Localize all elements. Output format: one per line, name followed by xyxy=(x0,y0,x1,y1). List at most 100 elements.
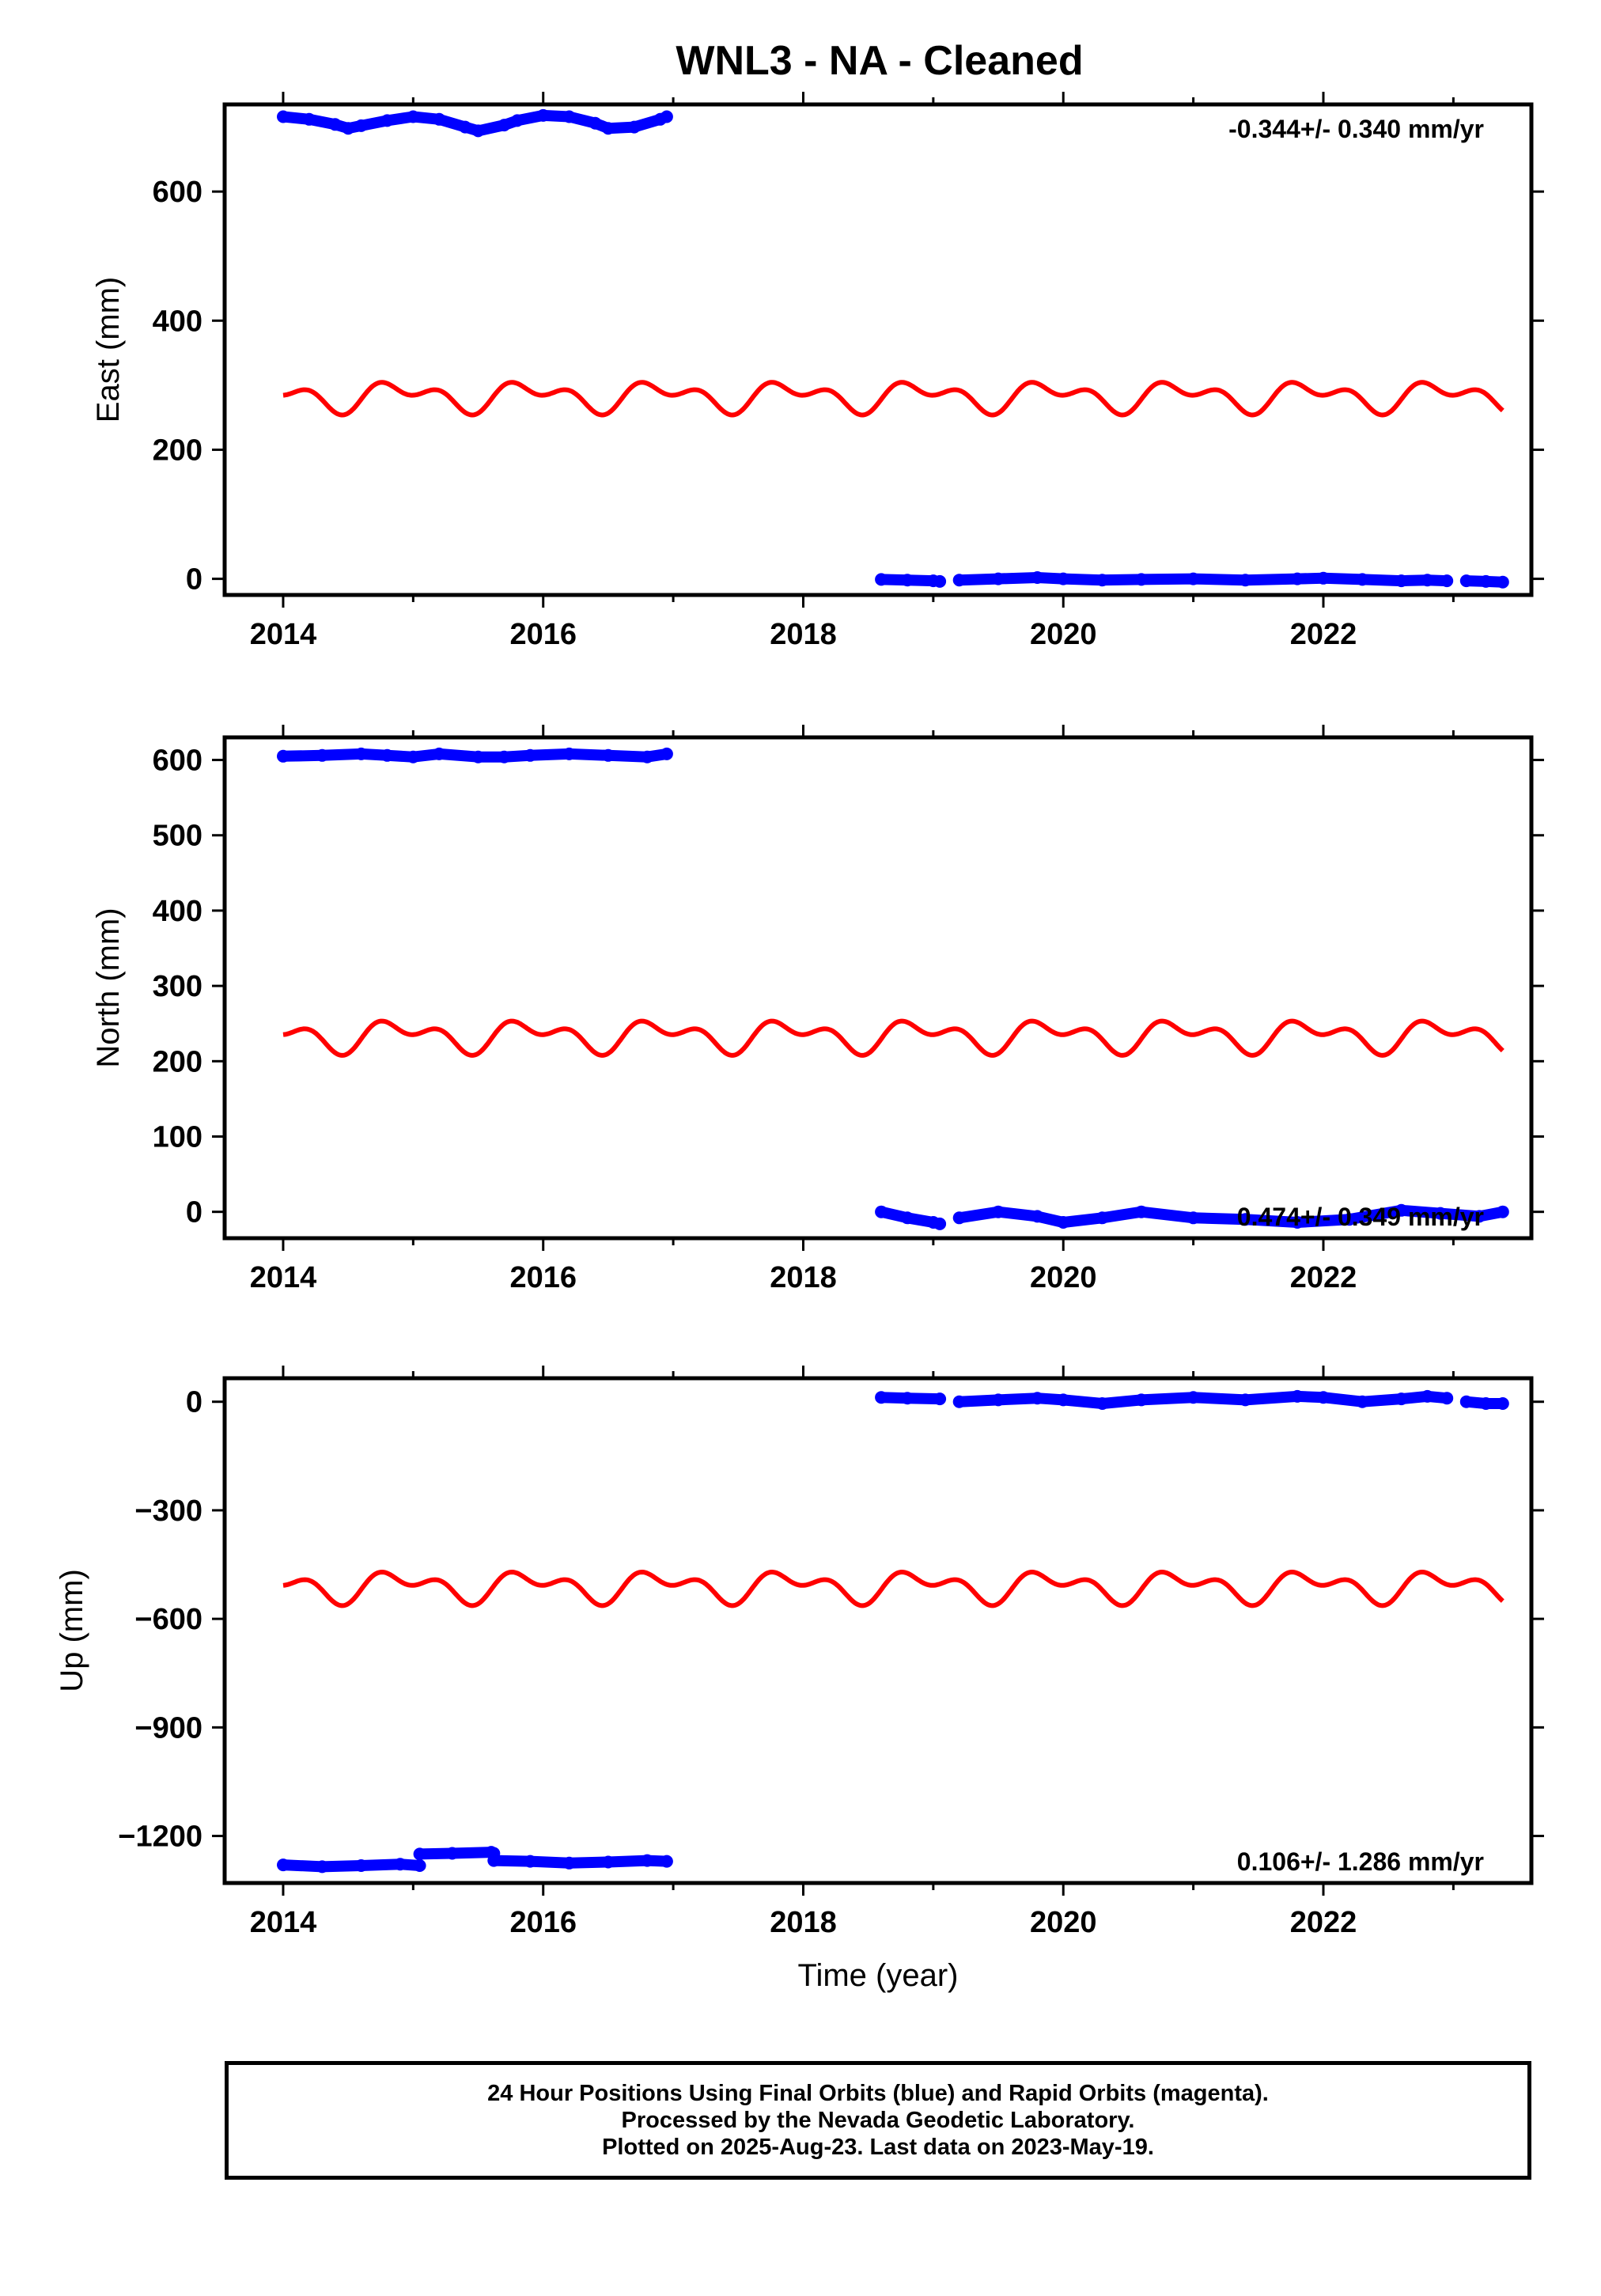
data-point xyxy=(1421,574,1434,587)
plot-area xyxy=(277,108,1509,589)
x-tick-label: 2014 xyxy=(250,1261,317,1294)
y-tick-label: 600 xyxy=(153,176,202,209)
data-point xyxy=(413,1847,426,1861)
data-point xyxy=(487,1854,501,1867)
y-tick-label: 100 xyxy=(153,1120,202,1154)
data-point xyxy=(627,120,641,134)
data-point xyxy=(1096,1397,1109,1410)
data-point xyxy=(1356,1395,1369,1408)
data-point xyxy=(316,1860,329,1874)
data-point xyxy=(562,110,576,123)
footer-box: 24 Hour Positions Using Final Orbits (bl… xyxy=(225,2061,1531,2180)
y-axis-label: North (mm) xyxy=(91,907,126,1067)
data-point xyxy=(1134,573,1148,586)
data-point xyxy=(471,124,485,138)
panel-up: 2014 2016 2018 2020 2022 0 −300 −600 −900 −1200 Up… xyxy=(55,1366,1544,1993)
data-point xyxy=(1459,574,1473,588)
data-point xyxy=(1317,1391,1330,1404)
y-axis-label: East (mm) xyxy=(91,277,126,422)
data-point xyxy=(1395,1392,1408,1406)
data-point xyxy=(992,1205,1005,1218)
y-tick-label: 0 xyxy=(186,1386,202,1419)
data-point xyxy=(1096,1211,1109,1225)
data-point xyxy=(992,572,1005,585)
data-point xyxy=(1031,1210,1044,1223)
data-point xyxy=(1134,1393,1148,1407)
data-point xyxy=(901,574,914,587)
rate-annotation: 0.106+/- 1.286 mm/yr xyxy=(1237,1847,1484,1876)
x-tick-label: 2016 xyxy=(509,1906,577,1939)
data-point xyxy=(1031,1392,1044,1405)
data-point xyxy=(1317,571,1330,585)
footer-line-2: Processed by the Nevada Geodetic Laborat… xyxy=(621,2108,1135,2133)
data-point xyxy=(1440,574,1454,588)
data-point xyxy=(354,747,368,760)
data-point xyxy=(562,747,576,760)
data-point xyxy=(510,114,524,127)
data-point xyxy=(1134,1205,1148,1218)
data-point xyxy=(1291,572,1304,585)
data-point xyxy=(328,118,342,131)
data-point xyxy=(1291,1216,1304,1229)
axes-frame xyxy=(222,102,1534,597)
x-tick-label: 2014 xyxy=(250,618,317,651)
data-point xyxy=(413,1859,426,1872)
data-point xyxy=(992,1393,1005,1407)
data-point xyxy=(562,1856,576,1870)
data-point xyxy=(459,120,472,134)
data-point xyxy=(1057,572,1070,585)
data-point xyxy=(380,748,394,762)
rate-annotation: 0.474+/- 0.349 mm/yr xyxy=(1237,1203,1484,1231)
data-point xyxy=(302,112,316,126)
data-point xyxy=(1440,1392,1454,1405)
data-point xyxy=(1096,574,1109,587)
data-point xyxy=(1187,1391,1200,1404)
data-point xyxy=(393,1858,407,1871)
data-point xyxy=(1459,1395,1473,1408)
data-point xyxy=(1239,1393,1252,1407)
data-point xyxy=(660,1855,673,1868)
axes-frame xyxy=(222,735,1534,1241)
data-point xyxy=(1421,1389,1434,1403)
y-tick-label: 0 xyxy=(186,1196,202,1229)
data-point xyxy=(536,108,550,122)
data-point xyxy=(601,1855,615,1869)
data-point xyxy=(901,1211,914,1225)
data-point xyxy=(1496,575,1509,589)
x-tick-label: 2018 xyxy=(770,1261,837,1294)
chart-title: WNL3 - NA - Cleaned xyxy=(676,38,1083,84)
data-point xyxy=(1057,1216,1070,1229)
data-point xyxy=(498,119,511,132)
x-tick-label: 2022 xyxy=(1290,1261,1357,1294)
panel-east: 2014 2016 2018 2020 2022 0 200 400 600 East (mm) -… xyxy=(91,92,1544,651)
x-axis-label: Time (year) xyxy=(798,1958,959,1993)
x-tick-label: 2018 xyxy=(770,618,837,651)
data-point xyxy=(601,122,615,135)
data-point xyxy=(875,573,888,586)
plot-area xyxy=(277,1389,1509,1874)
data-point xyxy=(933,1217,947,1230)
x-tick-label: 2020 xyxy=(1030,1261,1097,1294)
data-point xyxy=(1187,1211,1200,1225)
data-point xyxy=(433,747,446,760)
data-point xyxy=(660,110,673,123)
data-point xyxy=(601,748,615,762)
data-point xyxy=(1496,1205,1509,1218)
data-point xyxy=(277,749,290,763)
x-tick-label: 2014 xyxy=(250,1906,317,1939)
y-tick-label: −600 xyxy=(134,1603,202,1636)
y-tick-label: 300 xyxy=(153,970,202,1003)
y-tick-label: −900 xyxy=(134,1711,202,1745)
data-point xyxy=(1187,572,1200,585)
y-axis-label: Up (mm) xyxy=(55,1569,89,1692)
y-tick-label: 200 xyxy=(153,1045,202,1078)
data-point xyxy=(952,1395,966,1408)
data-point xyxy=(1031,571,1044,584)
data-point xyxy=(1473,1210,1486,1223)
data-point xyxy=(589,116,602,130)
data-segment xyxy=(488,1855,672,1869)
data-point xyxy=(498,750,511,763)
data-point xyxy=(1479,574,1493,588)
data-point xyxy=(1479,1397,1493,1410)
